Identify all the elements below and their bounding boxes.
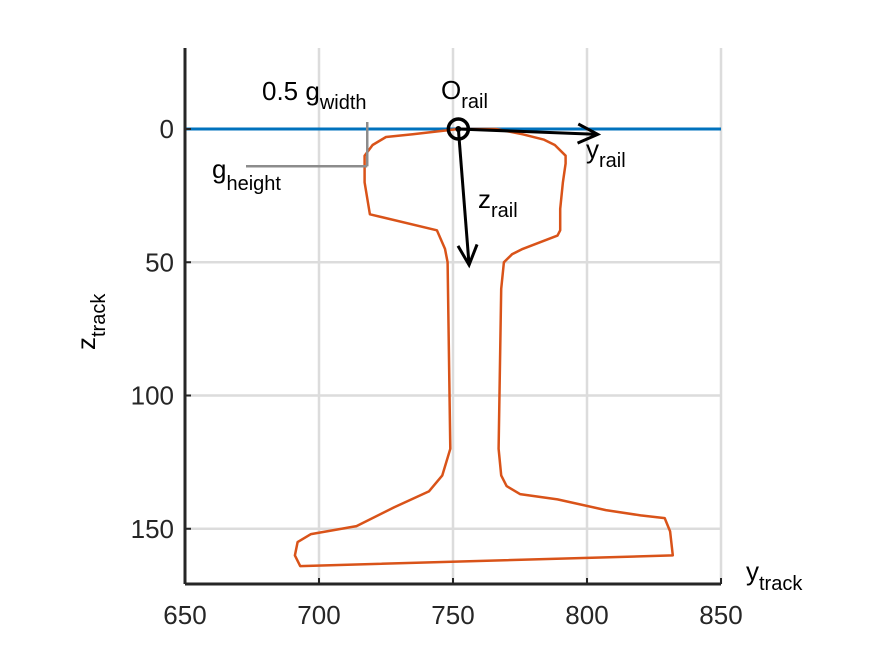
x-tick-label: 800 — [565, 600, 608, 630]
z-rail-arrow-head — [456, 243, 479, 269]
y-tick-label: 150 — [131, 514, 174, 544]
y-tick-label: 50 — [145, 247, 174, 277]
y-tick-label: 0 — [160, 114, 174, 144]
annotations — [246, 117, 602, 269]
x-tick-label: 700 — [297, 600, 340, 630]
y-rail-arrow-head — [576, 122, 602, 145]
half-width-label: 0.5 gwidth — [262, 76, 367, 114]
x-tick-label: 650 — [163, 600, 206, 630]
y-rail-arrow-shaft — [458, 127, 598, 136]
origin-label: Orail — [441, 75, 488, 113]
y-axis-label: ztrack — [71, 293, 110, 350]
x-axis-label: ytrack — [746, 556, 803, 595]
x-tick-labels: 650 700 750 800 850 — [163, 600, 742, 630]
plot-series — [185, 127, 721, 568]
axes — [183, 48, 722, 586]
height-label: gheight — [212, 154, 281, 195]
y-rail-label: yrail — [586, 134, 626, 172]
x-tick-label: 850 — [699, 600, 742, 630]
z-rail-label: zrail — [478, 184, 518, 222]
rail-profile-line — [293, 127, 675, 568]
x-tick-label: 750 — [431, 600, 474, 630]
z-rail-arrow-shaft — [456, 128, 471, 266]
y-tick-label: 100 — [131, 381, 174, 411]
y-tick-labels: 0 50 100 150 — [131, 114, 174, 544]
